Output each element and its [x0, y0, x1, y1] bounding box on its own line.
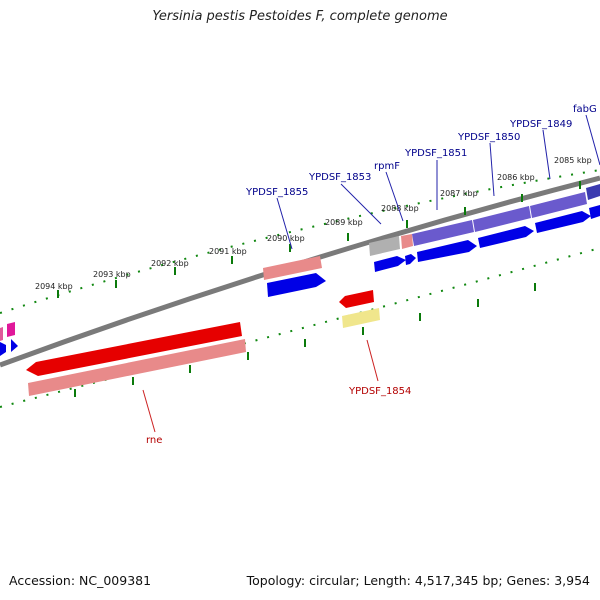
gene-rne-shadow: [28, 339, 246, 396]
callout-lines-blue: [276, 114, 600, 250]
gene-feature-fragment: [0, 327, 3, 341]
major-ticks: [57, 181, 581, 397]
kbp-label: 2092 kbp: [151, 259, 189, 268]
gene-ypdsf-1850: [473, 206, 531, 232]
gene-fabg: [586, 184, 600, 200]
gene-label-ypdsf-1855: YPDSF_1855: [245, 187, 308, 198]
genome-summary-text: Topology: circular; Length: 4,517,345 bp…: [246, 573, 590, 588]
gene-ypdsf-1855: [263, 256, 322, 280]
gene-arrow-blue: [478, 226, 534, 248]
kbp-label: 2090 kbp: [267, 234, 305, 243]
gene-label-ypdsf-1850: YPDSF_1850: [457, 132, 520, 143]
gene-ypdsf-1853: [369, 236, 400, 256]
gene-ypdsf-1855-arrow: [267, 273, 326, 297]
kbp-label: 2085 kbp: [554, 156, 592, 165]
kbp-label: 2089 kbp: [325, 218, 363, 227]
gene-label-fabg: fabG: [573, 104, 597, 115]
accession-text: Accession: NC_009381: [9, 573, 152, 588]
gene-ypdsf-1854-shadow: [342, 308, 380, 328]
kbp-label: 2093 kbp: [93, 270, 131, 279]
kbp-label: 2086 kbp: [497, 173, 535, 182]
gene-label-ypdsf-1849: YPDSF_1849: [509, 119, 572, 130]
gene-label-ypdsf-1853: YPDSF_1853: [308, 172, 371, 183]
gene-arrow-blue: [405, 254, 416, 265]
gene-rne: [26, 322, 242, 376]
gene-arrow-blue: [535, 211, 591, 233]
map-title: Yersinia pestis Pestoides F, complete ge…: [152, 9, 448, 24]
gene-feature-magenta: [7, 322, 15, 337]
gene-ypdsf-1854: [339, 290, 374, 308]
gene-rpmf: [401, 234, 413, 249]
callout-lines-red: [142, 339, 379, 433]
gene-arrow-blue: [374, 256, 406, 272]
gene-label-ypdsf-1854: YPDSF_1854: [348, 386, 411, 397]
gene-arrow-blue: [0, 342, 6, 356]
gene-label-rne: rne: [146, 435, 162, 446]
kbp-label: 2091 kbp: [209, 247, 247, 256]
gene-label-ypdsf-1851: YPDSF_1851: [404, 148, 467, 159]
gene-ypdsf-1849: [530, 192, 587, 218]
kbp-label: 2094 kbp: [35, 282, 73, 291]
gene-ypdsf-1851: [412, 220, 474, 246]
kbp-label: 2087 kbp: [440, 189, 478, 198]
gene-arrow-blue: [11, 339, 18, 352]
gene-arrow-blue: [589, 205, 600, 219]
gene-arrow-blue: [417, 240, 477, 262]
gene-label-rpmf: rpmF: [374, 161, 400, 172]
kbp-label: 2088 kbp: [381, 204, 419, 213]
